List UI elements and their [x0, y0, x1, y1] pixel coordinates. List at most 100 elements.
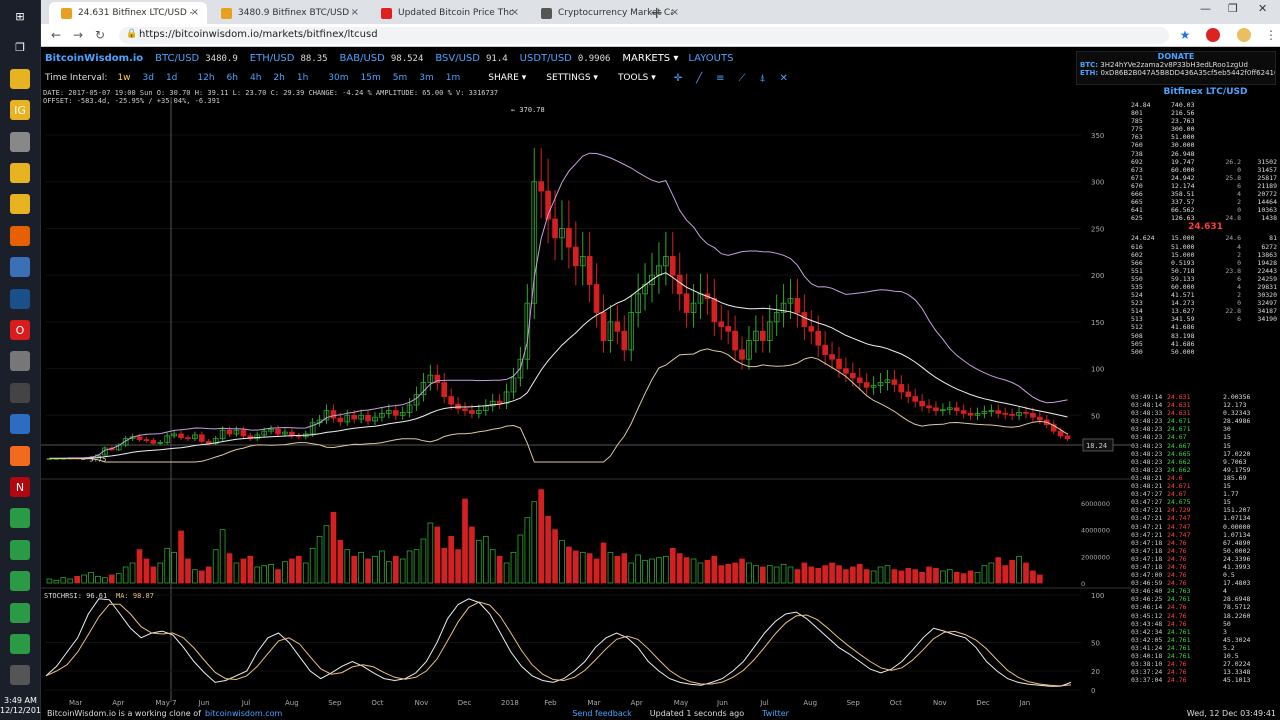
- interval-12h[interactable]: 12h: [197, 73, 215, 83]
- interval-1d[interactable]: 1d: [165, 73, 178, 83]
- donate-eth-row[interactable]: ETH: 0xD86B2B047A5B8DD436A35cf5eb5442f0f…: [1080, 69, 1275, 77]
- forward-icon[interactable]: →: [73, 28, 84, 42]
- ask-row[interactable]: 24.84 740.03: [1131, 101, 1280, 109]
- settings-icon[interactable]: [10, 665, 30, 686]
- back-icon[interactable]: ←: [51, 28, 62, 42]
- ask-row[interactable]: 801 216.56: [1131, 109, 1280, 117]
- ticker-item[interactable]: ETH/USD 88.35: [250, 53, 328, 64]
- ask-row[interactable]: 775 300.00: [1131, 125, 1280, 133]
- folder-ig-icon[interactable]: IG: [10, 100, 30, 121]
- folder-icon-3[interactable]: [10, 194, 30, 215]
- status-origin-link[interactable]: bitcoinwisdom.com: [204, 709, 283, 718]
- layouts-link[interactable]: LAYOUTS: [688, 52, 734, 64]
- bid-row[interactable]: 514 13.627 22.8 34187: [1131, 307, 1280, 315]
- fib-tool-icon[interactable]: ⟋: [738, 72, 746, 84]
- bid-row[interactable]: 551 50.718 23.8 22443: [1131, 267, 1280, 275]
- bid-row[interactable]: 566 0.5193 0 19428: [1131, 259, 1280, 267]
- folder-icon[interactable]: [10, 68, 30, 89]
- windows-start-icon[interactable]: ⊞: [10, 6, 30, 26]
- tab-close-icon[interactable]: ×: [190, 7, 199, 18]
- browser-tab[interactable]: Updated Bitcoin Price Thoughts×: [369, 2, 527, 24]
- profile-avatar[interactable]: [1237, 28, 1251, 42]
- bid-row[interactable]: 550 59.133 6 24259: [1131, 275, 1280, 283]
- settings-menu[interactable]: SETTINGS ▾: [546, 73, 598, 83]
- opera-icon[interactable]: O: [10, 320, 30, 340]
- tab-close-icon[interactable]: ×: [670, 7, 679, 18]
- interval-5m[interactable]: 5m: [392, 73, 408, 83]
- alert-icon[interactable]: ⍋: [759, 72, 766, 84]
- chrome-icon-4[interactable]: [10, 602, 30, 623]
- url-input[interactable]: 🔒 https://bitcoinwisdom.io/markets/bitfi…: [119, 27, 1169, 44]
- interval-1m[interactable]: 1m: [445, 73, 461, 83]
- ask-row[interactable]: 671 24.942 25.8 25817: [1131, 174, 1280, 182]
- twitter-link[interactable]: Twitter: [762, 709, 789, 718]
- ask-row[interactable]: 641 66.562 0 10363: [1131, 206, 1280, 214]
- app-icon[interactable]: [10, 257, 30, 278]
- calculator-icon[interactable]: [10, 382, 30, 403]
- reload-icon[interactable]: ↻: [95, 28, 106, 42]
- close-window-icon[interactable]: ✕: [1258, 2, 1268, 15]
- bid-row[interactable]: 500 50.000: [1131, 348, 1280, 356]
- bid-row[interactable]: 508 83.198: [1131, 332, 1280, 340]
- netflix-icon[interactable]: N: [10, 477, 30, 497]
- tab-close-icon[interactable]: ×: [510, 7, 519, 18]
- folder-icon-2[interactable]: [10, 163, 30, 183]
- ask-row[interactable]: 625 126.63 24.8 1438: [1131, 214, 1280, 222]
- bid-row[interactable]: 512 41.686: [1131, 323, 1280, 331]
- minimize-icon[interactable]: —: [1200, 2, 1211, 15]
- extension-icon[interactable]: [1206, 28, 1220, 42]
- ask-row[interactable]: 670 12.174 6 21189: [1131, 182, 1280, 190]
- ask-row[interactable]: 785 23.763: [1131, 117, 1280, 125]
- brand-logo[interactable]: BitcoinWisdom.io: [45, 52, 144, 64]
- browser-tab[interactable]: Cryptocurrency Market Capitaliz×: [529, 2, 687, 24]
- interval-3m[interactable]: 3m: [419, 73, 434, 83]
- printer-icon[interactable]: [10, 351, 30, 372]
- interval-2h[interactable]: 2h: [273, 73, 285, 83]
- maximize-icon[interactable]: ❐: [1228, 2, 1238, 15]
- photos-icon[interactable]: [10, 414, 30, 435]
- price-chart[interactable]: 3503002502001501005018.24600000040000002…: [41, 47, 1131, 707]
- bid-row[interactable]: 524 41.571 2 30320: [1131, 291, 1280, 299]
- bid-row[interactable]: 523 14.273 0 32497: [1131, 299, 1280, 307]
- bid-row[interactable]: 616 51.000 4 6272: [1131, 243, 1280, 251]
- task-view-icon[interactable]: ❐: [10, 37, 30, 58]
- bid-row[interactable]: 505 41.686: [1131, 340, 1280, 348]
- new-tab-button[interactable]: +: [650, 3, 664, 22]
- crosshair-icon[interactable]: ✛: [673, 72, 683, 84]
- ticker-item[interactable]: BTC/USD 3480.9: [155, 53, 238, 64]
- tab-close-icon[interactable]: ×: [350, 7, 359, 18]
- ask-row[interactable]: 692 19.747 26.2 31502: [1131, 158, 1280, 166]
- chrome-icon-2[interactable]: [10, 539, 30, 560]
- share-menu[interactable]: SHARE ▾: [488, 73, 527, 83]
- firefox-icon[interactable]: [10, 225, 30, 246]
- ask-row[interactable]: 738 26.948: [1131, 150, 1280, 158]
- bid-row[interactable]: 535 60.000 4 29831: [1131, 283, 1280, 291]
- clear-tools-icon[interactable]: ✕: [779, 72, 788, 84]
- ask-row[interactable]: 666 358.51 4 20772: [1131, 190, 1280, 198]
- ask-row[interactable]: 763 51.000: [1131, 133, 1280, 141]
- interval-1h[interactable]: 1h: [296, 73, 309, 83]
- line-tool-icon[interactable]: ╱: [696, 72, 703, 84]
- bid-row[interactable]: 24.624 15.000 24.6 81: [1131, 234, 1280, 242]
- ask-row[interactable]: 760 30.000: [1131, 141, 1280, 149]
- steam-icon[interactable]: [10, 288, 30, 309]
- markets-menu[interactable]: MARKETS ▾: [622, 52, 679, 64]
- ticker-item[interactable]: BAB/USD 98.524: [340, 53, 424, 64]
- chrome-icon-3[interactable]: [10, 571, 30, 592]
- drive-icon[interactable]: [10, 131, 30, 152]
- interval-30m[interactable]: 30m: [328, 73, 349, 83]
- tools-menu[interactable]: TOOLS ▾: [617, 73, 656, 83]
- lock-icon[interactable]: 🔒: [126, 29, 138, 39]
- taskbar-clock[interactable]: 3:49 AM 12/12/2018: [0, 696, 46, 716]
- bookmark-star-icon[interactable]: ★: [1179, 28, 1191, 42]
- origin-icon[interactable]: [10, 445, 30, 466]
- browser-tab[interactable]: 3480.9 Bitfinex BTC/USD - Bitcoin×: [209, 2, 367, 24]
- ask-row[interactable]: 673 60.000 0 31457: [1131, 166, 1280, 174]
- interval-3d[interactable]: 3d: [142, 73, 154, 83]
- chrome-icon-5[interactable]: [10, 634, 30, 654]
- bid-row[interactable]: 602 15.000 2 13863: [1131, 251, 1280, 259]
- bid-row[interactable]: 513 341.59 6 34190: [1131, 315, 1280, 323]
- send-feedback-link[interactable]: Send feedback: [572, 709, 632, 718]
- interval-6h[interactable]: 6h: [226, 73, 238, 83]
- interval-4h[interactable]: 4h: [249, 73, 262, 83]
